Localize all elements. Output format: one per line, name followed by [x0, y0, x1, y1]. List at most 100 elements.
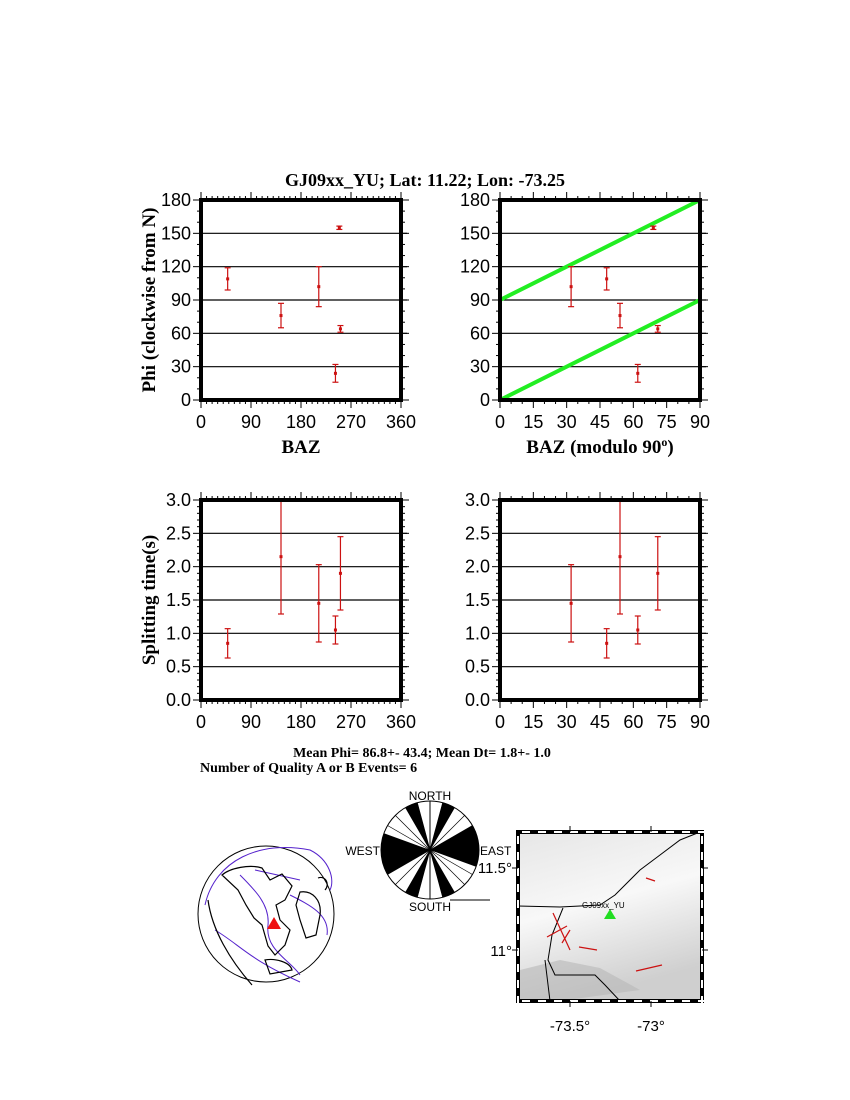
rose-sector: [405, 850, 430, 898]
fast-axis-line: [499, 298, 701, 402]
y-tick-label: 120: [161, 257, 191, 277]
rose-sector: [430, 825, 479, 867]
rose-label-north: NORTH: [409, 789, 451, 803]
data-point: [617, 499, 623, 615]
x-axis-label-sup: o: [661, 435, 667, 449]
globe-coastlines: [207, 865, 328, 986]
y-tick-label: 0: [181, 390, 191, 410]
figure-title: GJ09xx_YU; Lat: 11.22; Lon: -73.25: [285, 170, 565, 190]
x-tick-label: 0: [196, 712, 206, 732]
x-tick-label: 180: [286, 412, 316, 432]
y-tick-label: 3.0: [465, 490, 490, 510]
fast-axis-line: [499, 198, 701, 302]
x-tick-label: 90: [241, 412, 261, 432]
x-tick-label: 90: [690, 412, 710, 432]
x-axis-label: BAZ (modulo 90o): [526, 435, 673, 458]
data-point: [654, 536, 661, 611]
plot-frame: [498, 498, 702, 702]
y-tick-label: 30: [171, 357, 191, 377]
data-point: [650, 225, 657, 231]
y-tick-label: 180: [460, 190, 490, 210]
point-marker: [569, 285, 573, 289]
data-point: [224, 267, 231, 291]
point-marker: [605, 277, 609, 281]
y-tick-label: 150: [460, 223, 490, 243]
globe-map: [197, 845, 335, 986]
globe-station-marker: [267, 917, 281, 929]
point-marker: [226, 277, 230, 281]
summary-count: Number of Quality A or B Events= 6: [200, 761, 417, 776]
chart-dt-vs-baz: 0 90 180 270 360 0.0 0.5 1.0 1.5 2.0 2.5 3.0 Splitti…: [139, 490, 416, 732]
rose-sector: [430, 802, 455, 850]
x-tick-label: 360: [386, 412, 416, 432]
rose-label-west: WEST: [345, 844, 380, 858]
x-tick-label: 0: [196, 412, 206, 432]
rose-spoke: [429, 815, 465, 851]
point-marker: [333, 628, 337, 632]
plot-frame: [498, 198, 702, 402]
data-point: [336, 225, 343, 231]
plot-frame: [199, 498, 403, 702]
x-tick-label: 45: [590, 712, 610, 732]
point-marker: [317, 601, 321, 605]
y-tick-label: 2.0: [166, 557, 191, 577]
point-marker: [618, 314, 622, 318]
y-tick-label: 120: [460, 257, 490, 277]
point-marker: [636, 628, 640, 632]
y-tick-label: 1.5: [465, 590, 490, 610]
map-station-label: GJ09xx_YU: [582, 901, 625, 910]
point-marker: [656, 327, 660, 331]
point-marker: [226, 641, 230, 645]
y-axis-label: Splitting time(s): [139, 535, 160, 665]
data-point: [617, 302, 623, 329]
x-tick-label: 90: [690, 712, 710, 732]
y-tick-label: 60: [470, 323, 490, 343]
point-marker: [651, 226, 655, 230]
local-map: GJ09xx_YU -73.5° -73° 11.5° 11°: [478, 826, 708, 1035]
y-tick-label: 0.5: [166, 657, 191, 677]
point-marker: [338, 571, 342, 575]
point-marker: [618, 555, 622, 559]
y-tick-label: 0.5: [465, 657, 490, 677]
x-tick-label: 75: [657, 412, 677, 432]
rose-label-south: SOUTH: [409, 900, 451, 914]
point-marker: [636, 371, 640, 375]
summary-mean: Mean Phi= 86.8+- 43.4; Mean Dt= 1.8+- 1.…: [293, 746, 551, 761]
y-tick-label: 0: [480, 390, 490, 410]
x-tick-label: 0: [495, 712, 505, 732]
map-lon-tick: -73.5°: [550, 1018, 590, 1035]
rose-sector: [380, 833, 430, 875]
x-tick-label: 75: [657, 712, 677, 732]
point-marker: [333, 371, 337, 375]
data-point: [332, 363, 339, 383]
y-tick-label: 0.0: [465, 690, 490, 710]
data-point: [332, 615, 339, 645]
x-axis-label: BAZ: [281, 437, 320, 458]
x-tick-label: 15: [523, 412, 543, 432]
data-point: [278, 302, 284, 329]
point-marker: [337, 226, 341, 230]
rose-sector: [430, 850, 455, 898]
x-tick-label: 60: [623, 712, 643, 732]
x-tick-label: 30: [557, 412, 577, 432]
map-split-bars: [546, 877, 663, 972]
map-coastline: [517, 831, 701, 1002]
x-tick-label: 30: [557, 712, 577, 732]
x-tick-label: 60: [623, 412, 643, 432]
data-point: [634, 363, 641, 383]
y-tick-label: 1.0: [166, 623, 191, 643]
point-marker: [279, 314, 283, 318]
y-tick-label: 180: [161, 190, 191, 210]
point-marker: [338, 327, 342, 331]
y-tick-label: 90: [470, 290, 490, 310]
chart-phi-vs-baz: 0 90 180 270 360 0 30 60 90 120 150 180 BAZ Phi (cloc…: [139, 190, 416, 458]
rose-spoke: [387, 825, 431, 851]
map-station-marker: [604, 909, 616, 919]
chart-dt-vs-baz-mod90: 0 15 30 45 60 75 90 0.0 0.5 1.0 1.5 2.0 2.5 3.0: [465, 490, 710, 732]
y-tick-label: 2.0: [465, 557, 490, 577]
data-point: [337, 324, 344, 333]
rose-label-east: EAST: [480, 844, 512, 858]
x-tick-label: 45: [590, 412, 610, 432]
y-axis-label: Phi (clockwise from N): [139, 208, 160, 393]
